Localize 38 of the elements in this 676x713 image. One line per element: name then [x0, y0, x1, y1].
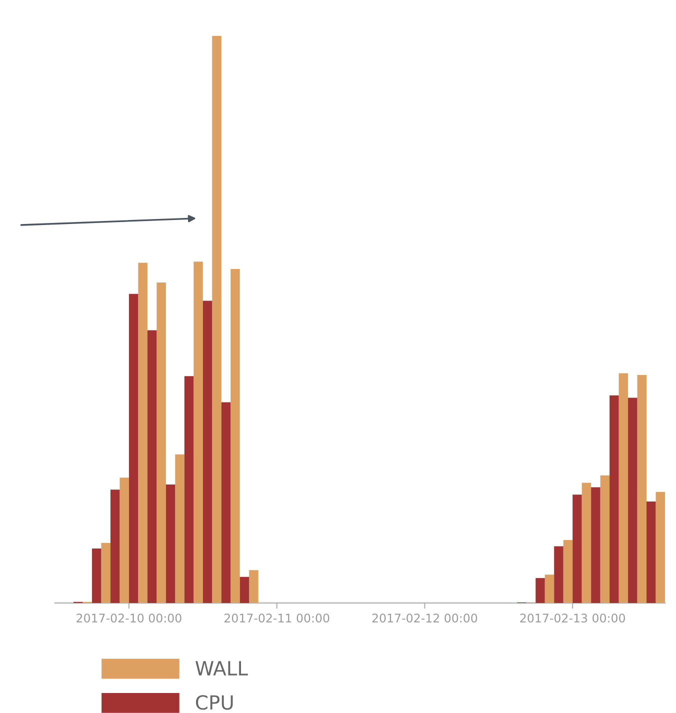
- x-tick-label: 2017-02-13 00:00: [520, 614, 625, 623]
- bar: [202, 300, 212, 603]
- legend-label: WALL: [196, 661, 248, 676]
- bar: [101, 542, 110, 603]
- bar: [249, 570, 258, 603]
- bar: [563, 540, 573, 603]
- bar: [544, 574, 554, 603]
- bar: [175, 454, 184, 603]
- bar: [554, 546, 564, 603]
- bar: [166, 484, 176, 603]
- bar: [646, 501, 656, 603]
- bar: [110, 490, 120, 603]
- bar: [92, 548, 102, 603]
- bar: [147, 330, 157, 603]
- legend-label: CPU: [196, 695, 233, 710]
- bar: [230, 268, 240, 603]
- bar: [240, 576, 250, 603]
- bar: [212, 36, 222, 603]
- bar: [221, 402, 231, 603]
- bar: [194, 262, 203, 603]
- bar: [628, 398, 638, 603]
- x-tick-label: 2017-02-11 00:00: [224, 614, 330, 623]
- bar: [618, 373, 628, 603]
- bar: [600, 475, 610, 603]
- bar: [656, 492, 665, 603]
- bar: [156, 282, 166, 603]
- bar: [637, 375, 647, 603]
- bar: [582, 482, 592, 603]
- bar: [572, 494, 582, 603]
- x-tick-label: 2017-02-12 00:00: [372, 614, 478, 623]
- bar: [184, 376, 194, 603]
- bar: [610, 395, 619, 603]
- x-tick-label: 2017-02-10 00:00: [76, 614, 182, 623]
- bar: [128, 294, 138, 603]
- bar: [591, 487, 600, 603]
- bar: [120, 478, 129, 603]
- bar: [536, 578, 545, 603]
- bar: [138, 262, 148, 603]
